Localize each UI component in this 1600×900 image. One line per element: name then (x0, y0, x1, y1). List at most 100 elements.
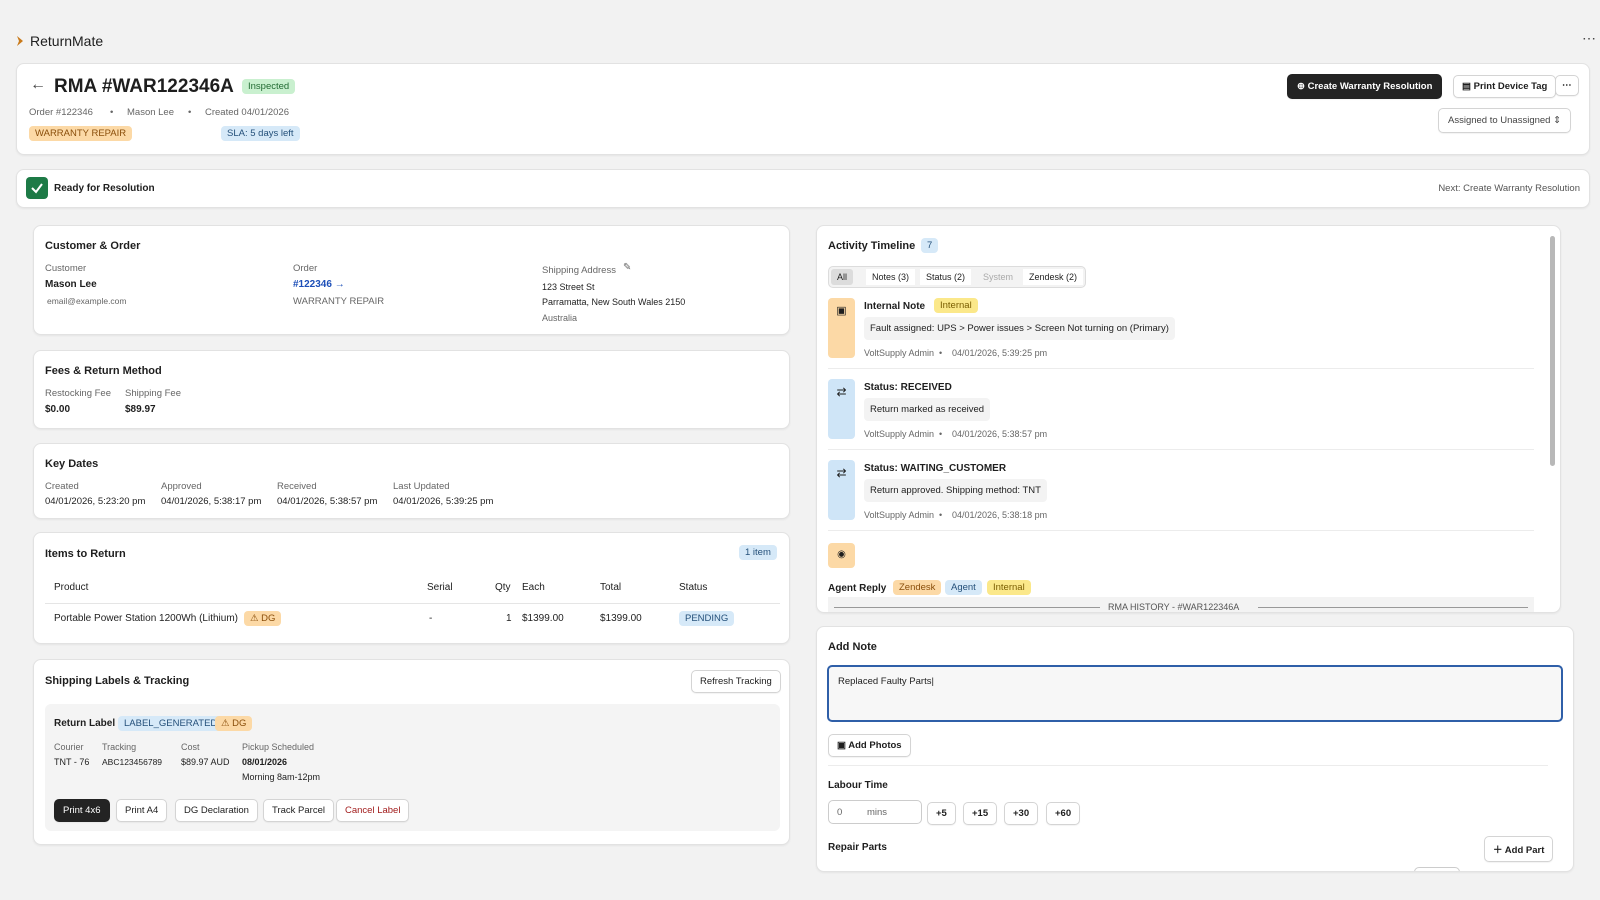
dg-label: DG (261, 613, 276, 624)
item-status: PENDING (679, 611, 735, 626)
order-link[interactable]: #122346 → (293, 279, 345, 290)
field-value: $89.97 (125, 404, 156, 415)
entry-divider (828, 368, 1534, 369)
brand-icon (17, 36, 23, 46)
increment-button[interactable]: +15 (963, 802, 998, 825)
entry-time: 04/01/2026, 5:38:18 pm (952, 510, 1048, 520)
increment-button[interactable]: +5 (927, 802, 956, 825)
address-line: Australia (542, 313, 578, 323)
button-label: Print Device Tag (1473, 81, 1548, 92)
entry-author: VoltSupply Admin (864, 348, 935, 358)
label-status: LABEL_GENERATED (118, 716, 224, 731)
timeline-card: Activity Timeline 7 All Notes (3) Status… (816, 225, 1561, 613)
card-title: Fees & Return Method (45, 365, 162, 377)
entry-tag: Internal (934, 298, 978, 313)
tab[interactable]: Notes (3) (866, 269, 916, 285)
tab[interactable]: Zendesk (2) (1023, 269, 1084, 285)
back-button[interactable]: ← (30, 76, 46, 93)
print-tag-button[interactable]: ▤ Print Device Tag (1453, 75, 1557, 98)
items-card: Items to Return 1 item Product Serial Qt… (33, 532, 790, 644)
note-input[interactable]: Replaced Faulty Parts| (827, 665, 1563, 722)
card-title: Add Note (828, 641, 877, 653)
sla-badge: SLA: 5 days left (221, 126, 300, 141)
entry-tag: Internal (987, 580, 1031, 595)
rule (1258, 607, 1528, 608)
entry-author: VoltSupply Admin (864, 429, 935, 439)
refresh-button[interactable]: Refresh Tracking (691, 670, 781, 693)
assign-label: Assigned to Unassigned (1448, 115, 1551, 126)
field-label: Shipping Address (542, 265, 616, 276)
address-line: Parramatta, New South Wales 2150 (542, 297, 686, 307)
field-label: Last Updated (393, 481, 450, 492)
order-type: WARRANTY REPAIR (293, 296, 385, 307)
field-value: 04/01/2026, 5:38:17 pm (161, 496, 262, 507)
entry-author: VoltSupply Admin (864, 510, 935, 520)
more-button[interactable]: ⋯ (1555, 75, 1579, 96)
card-title: Activity Timeline (828, 240, 916, 252)
banner-status: Ready for Resolution (54, 183, 155, 194)
label-button[interactable]: Cancel Label (336, 799, 410, 822)
check-icon (26, 177, 48, 199)
status-icon: ⇄ (828, 379, 855, 439)
label-panel: Return Label LABEL_GENERATED ⚠ DG Courie… (45, 704, 780, 831)
create-resolution-button[interactable]: ⊕ Create Warranty Resolution (1287, 74, 1443, 99)
field-label: Customer (45, 263, 87, 274)
field-label: Received (277, 481, 317, 492)
status-banner: Ready for Resolution Next: Create Warran… (16, 169, 1590, 208)
label-button[interactable]: DG Declaration (175, 799, 258, 822)
card-title: Key Dates (45, 458, 99, 470)
customer-order-card: Customer & Order Customer Mason Lee emai… (33, 225, 790, 335)
label-title: Return Label (54, 718, 116, 729)
part-input[interactable] (1414, 867, 1460, 871)
banner-next: Next: Create Warranty Resolution (1438, 183, 1580, 194)
card-title: Customer & Order (45, 240, 141, 252)
note-text: Replaced Faulty Parts (838, 676, 932, 687)
labour-input[interactable]: 0 mins (828, 800, 922, 824)
add-part-button[interactable]: ＋ Add Part (1484, 836, 1554, 862)
rma-title: RMA #WAR122346A (54, 76, 234, 97)
tab[interactable]: System (983, 272, 1014, 282)
app-menu[interactable]: ⋯ (1582, 30, 1596, 46)
serial: - (429, 613, 433, 624)
separator: • (939, 510, 943, 520)
rule (834, 607, 1100, 608)
increment-button[interactable]: +30 (1004, 802, 1039, 825)
label-button[interactable]: Print 4x6 (54, 799, 110, 822)
label-button[interactable]: Print A4 (116, 799, 168, 822)
entry-body: Return marked as received (864, 398, 991, 421)
field-value: 04/01/2026, 5:23:20 pm (45, 496, 146, 507)
edit-address[interactable]: ✎ (623, 262, 632, 273)
scrollbar[interactable] (1550, 236, 1555, 466)
address-line: 123 Street St (542, 282, 595, 292)
dg-label: DG (232, 718, 247, 729)
separator: • (110, 107, 114, 118)
field-value: TNT - 76 (54, 757, 90, 767)
entry-tag: Agent (945, 580, 982, 595)
entry-body: Fault assigned: UPS > Power issues > Scr… (864, 317, 1175, 340)
customer-name: Mason Lee (127, 107, 175, 118)
field-label: Order (293, 263, 318, 274)
entry-time: 04/01/2026, 5:38:57 pm (952, 429, 1048, 439)
dg-badge: ⚠ DG (244, 611, 282, 626)
dg-badge: ⚠ DG (215, 716, 253, 731)
entry-title: Status: WAITING_CUSTOMER (864, 463, 1007, 474)
column-header: Qty (495, 582, 511, 593)
increment-button[interactable]: +60 (1046, 802, 1081, 825)
add-photos-button[interactable]: ▣ Add Photos (828, 734, 911, 757)
assign-select[interactable]: Assigned to Unassigned ⇕ (1438, 108, 1572, 133)
label-button[interactable]: Track Parcel (263, 799, 334, 822)
field-value: $0.00 (45, 404, 71, 415)
column-header: Status (679, 582, 708, 593)
separator: • (939, 429, 943, 439)
type-badge: WARRANTY REPAIR (29, 126, 133, 141)
column-header: Serial (427, 582, 453, 593)
status-badge: Inspected (242, 79, 296, 94)
each-price: $1399.00 (522, 613, 564, 624)
button-label: Create Warranty Resolution (1307, 81, 1433, 92)
field-label: Courier (54, 742, 84, 752)
timeline-count: 7 (921, 238, 939, 253)
fees-card: Fees & Return Method Restocking Fee $0.0… (33, 350, 790, 429)
tab[interactable]: All (831, 269, 854, 285)
tab[interactable]: Status (2) (920, 269, 972, 285)
